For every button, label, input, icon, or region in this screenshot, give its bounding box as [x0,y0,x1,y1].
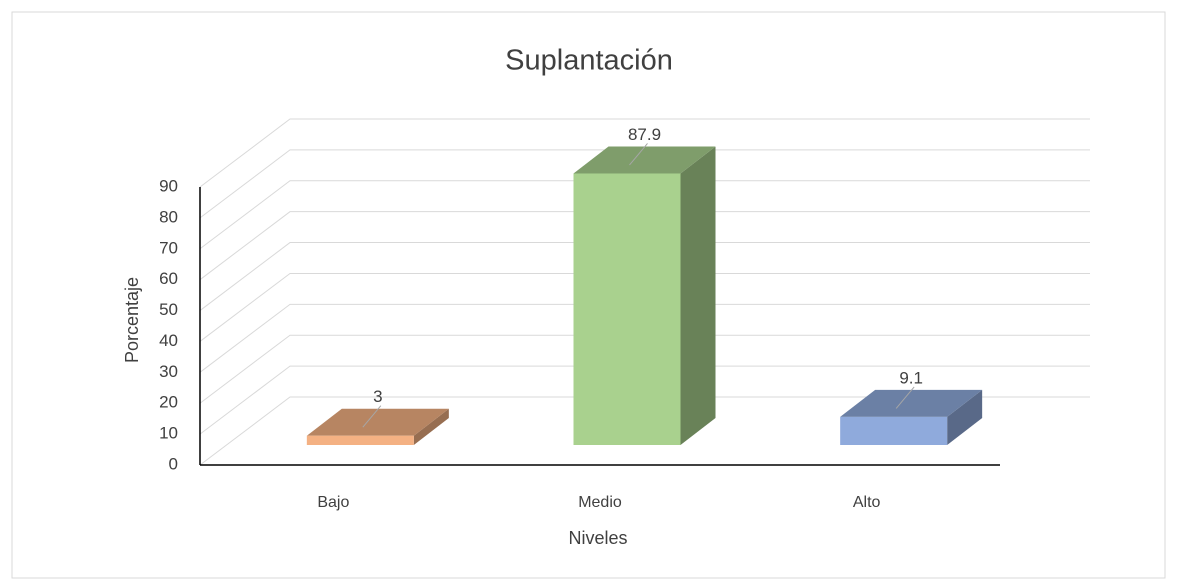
y-tick-label: 10 [159,424,178,443]
y-tick-label: 80 [159,207,178,226]
x-tick-label: Bajo [317,494,349,511]
y-tick-label: 70 [159,238,178,257]
bar-side [680,146,716,445]
bar [840,416,948,445]
y-tick-label: 50 [159,300,178,319]
data-label: 3 [373,387,382,406]
label-leader [629,143,648,166]
grid-line [199,118,1090,188]
grid-line [199,211,1090,281]
y-axis-label: Porcentaje [122,277,142,363]
x-tick-label: Medio [578,494,622,511]
label-leader [362,405,382,428]
y-tick-label: 60 [159,269,178,288]
data-label: 87.9 [628,125,661,144]
bar-top [840,389,983,417]
grid-line [199,272,1090,342]
grid-line [199,396,1090,466]
bar-side [947,389,983,445]
y-tick-label: 20 [159,393,178,412]
x-axis-label: Niveles [568,528,627,548]
grid-line [199,303,1090,373]
y-tick-label: 90 [159,176,178,195]
grid-line [199,365,1090,435]
y-tick-label: 0 [169,454,178,473]
grid-line [199,180,1090,250]
grid-line [199,334,1090,404]
grid-line [199,242,1090,311]
chart-title: Suplantación [505,45,673,77]
bar-top [306,408,449,436]
x-tick-label: Alto [853,494,881,511]
grid-line [199,149,1090,219]
bar [573,173,681,445]
label-leader [895,386,915,409]
bar [306,435,414,445]
y-tick-label: 40 [159,331,178,350]
bar-side [413,408,449,445]
y-tick-label: 30 [159,362,178,381]
data-label: 9.1 [899,368,923,387]
bar-top [573,146,716,174]
